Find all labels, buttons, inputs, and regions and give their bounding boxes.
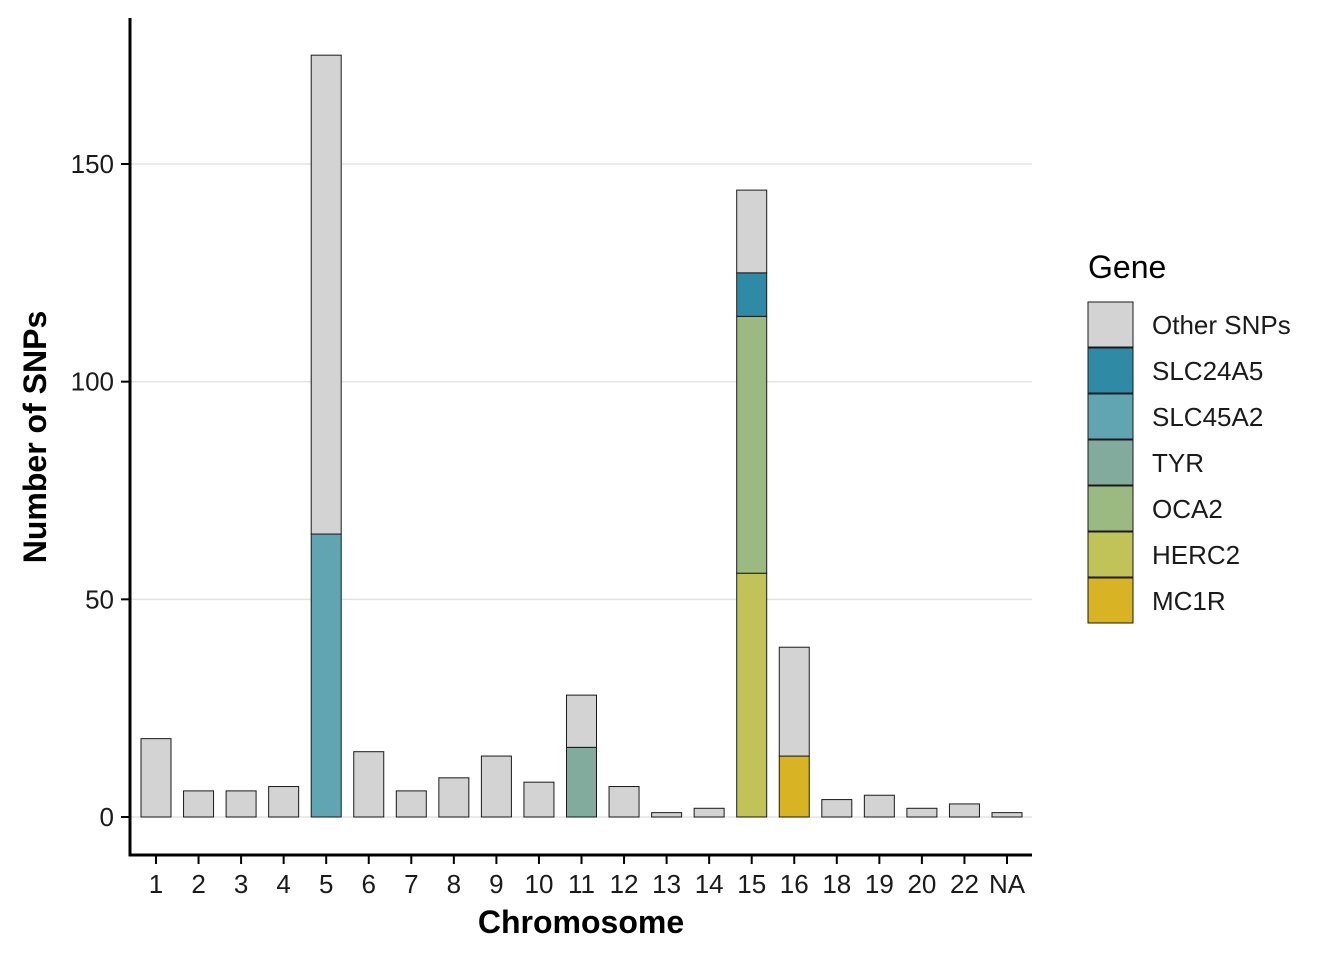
legend: Gene Other SNPs SLC24A5 SLC45A2 TYR OCA2 HERC… (1087, 249, 1291, 624)
legend-key-herc2 (1087, 531, 1134, 578)
legend-label-slc45a2: SLC45A2 (1152, 402, 1263, 432)
bar-segment-22-other-snps (948, 803, 980, 818)
bar-segment-7-other-snps (395, 790, 427, 818)
bar-segment-10-other-snps (523, 781, 555, 818)
x-tick-label-3: 3 (234, 869, 248, 899)
bar-segment-8-other-snps (438, 777, 470, 818)
bar-segment-18-other-snps (821, 799, 853, 818)
x-tick-label-13: 13 (652, 869, 681, 899)
legend-label-slc24a5: SLC24A5 (1152, 356, 1263, 386)
x-tick-label-18: 18 (822, 869, 851, 899)
legend-label-mc1r: MC1R (1152, 586, 1226, 616)
y-tick-label-0: 0 (100, 802, 114, 832)
legend-label-herc2: HERC2 (1152, 540, 1240, 570)
bar-segment-6-other-snps (353, 751, 385, 818)
legend-label-oca2: OCA2 (1152, 494, 1223, 524)
bar-segment-20-other-snps (906, 807, 938, 818)
bar-segment-15-other-snps (736, 189, 768, 274)
x-tick-label-5: 5 (319, 869, 333, 899)
bar-segment-12-other-snps (608, 786, 640, 818)
y-tick-label-150: 150 (71, 149, 114, 179)
x-tick-label-20: 20 (907, 869, 936, 899)
legend-key-mc1r (1087, 577, 1134, 624)
x-tick-label-12: 12 (610, 869, 639, 899)
x-tick-label-1: 1 (149, 869, 163, 899)
bar-segment-5-other-snps (310, 54, 342, 535)
y-tick-label-50: 50 (85, 584, 114, 614)
x-axis-ticks: 1 2 3 4 5 6 7 8 9 10 11 12 13 14 15 16 18 19 20 22 NA (149, 855, 1026, 899)
bar-segment-1-other-snps (140, 738, 172, 818)
legend-key-tyr (1087, 439, 1134, 486)
legend-key-oca2 (1087, 485, 1134, 532)
bar-segment-15-oca2 (736, 315, 768, 574)
x-tick-label-19: 19 (865, 869, 894, 899)
x-axis-title: Chromosome (478, 904, 684, 940)
y-tick-label-100: 100 (71, 367, 114, 397)
x-tick-label-9: 9 (489, 869, 503, 899)
x-tick-label-10: 10 (524, 869, 553, 899)
bar-segment-16-mc1r (778, 755, 810, 818)
x-tick-label-NA: NA (989, 869, 1026, 899)
bar-segment-11-other-snps (566, 694, 597, 748)
bar-segment-4-other-snps (268, 786, 300, 818)
bar-segment-5-slc45a2 (310, 533, 342, 818)
bar-segment-19-other-snps (863, 794, 895, 818)
bar-segment-14-other-snps (693, 807, 725, 818)
axes (128, 18, 1032, 857)
bar-segment-11-tyr (566, 746, 597, 818)
x-tick-label-6: 6 (362, 869, 376, 899)
bar-segment-9-other-snps (480, 755, 512, 818)
x-tick-label-2: 2 (191, 869, 205, 899)
x-tick-label-8: 8 (447, 869, 461, 899)
bar-segment-NA-other-snps (991, 812, 1023, 818)
bar-segment-3-other-snps (225, 790, 257, 818)
x-tick-label-15: 15 (737, 869, 766, 899)
x-tick-label-4: 4 (276, 869, 290, 899)
bar-segment-2-other-snps (183, 790, 215, 818)
x-tick-label-11: 11 (568, 869, 595, 899)
x-tick-label-16: 16 (780, 869, 809, 899)
legend-key-other-snps (1087, 301, 1134, 348)
x-tick-label-22: 22 (950, 869, 979, 899)
y-axis-ticks: 0 50 100 150 (71, 149, 130, 832)
bar-segment-13-other-snps (651, 812, 683, 818)
legend-key-slc45a2 (1087, 393, 1134, 440)
bar-segment-16-other-snps (778, 646, 810, 757)
bars (140, 54, 1023, 818)
bar-segment-15-herc2 (736, 572, 768, 818)
legend-label-tyr: TYR (1152, 448, 1204, 478)
x-tick-label-7: 7 (404, 869, 418, 899)
x-tick-label-14: 14 (695, 869, 724, 899)
y-axis-title: Number of SNPs (17, 311, 53, 563)
legend-title: Gene (1088, 249, 1166, 285)
legend-key-slc24a5 (1087, 347, 1134, 394)
legend-label-other-snps: Other SNPs (1152, 310, 1291, 340)
bar-segment-15-slc24a5 (736, 272, 768, 317)
